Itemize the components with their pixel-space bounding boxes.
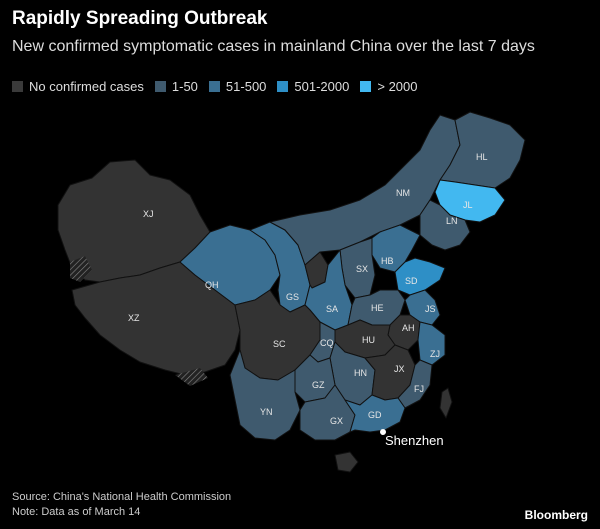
label-sx: SX xyxy=(356,264,368,274)
label-sa: SA xyxy=(326,304,338,314)
label-gs: GS xyxy=(286,292,299,302)
legend-item-over-2000: > 2000 xyxy=(360,79,417,94)
footer: Source: China's National Health Commissi… xyxy=(12,490,231,520)
label-jx: JX xyxy=(394,364,405,374)
data-note: Note: Data as of March 14 xyxy=(12,506,141,518)
label-he: HE xyxy=(371,303,384,313)
disputed-area-south xyxy=(175,368,208,386)
legend-label: 1-50 xyxy=(171,79,198,94)
legend-label: 51-500 xyxy=(225,79,267,94)
province-hl xyxy=(439,111,526,189)
legend-swatch xyxy=(360,81,372,92)
label-jl: JL xyxy=(463,200,473,210)
source-note: Source: China's National Health Commissi… xyxy=(12,491,232,503)
province-yn xyxy=(229,349,301,441)
label-gd: GD xyxy=(368,410,382,420)
province-gd xyxy=(344,394,406,433)
legend-item-51-500: 51-500 xyxy=(208,79,267,94)
legend-swatch xyxy=(208,81,220,92)
label-sd: SD xyxy=(405,276,418,286)
bloomberg-logo: Bloomberg xyxy=(524,508,588,522)
legend-label: 501-2000 xyxy=(294,79,350,94)
label-xz: XZ xyxy=(128,313,140,323)
label-xj: XJ xyxy=(143,209,154,219)
province-sd xyxy=(394,257,446,296)
legend-swatch xyxy=(154,81,166,92)
label-fj: FJ xyxy=(414,384,424,394)
legend-swatch xyxy=(277,81,289,92)
label-gz: GZ xyxy=(312,380,325,390)
label-js: JS xyxy=(425,304,436,314)
disputed-area-west xyxy=(70,256,92,282)
legend-label: > 2000 xyxy=(377,79,418,94)
label-ln: LN xyxy=(446,216,458,226)
label-cq: CQ xyxy=(320,338,334,348)
chart-title: Rapidly Spreading Outbreak xyxy=(12,8,268,29)
label-sc: SC xyxy=(273,339,286,349)
province-jl xyxy=(434,179,506,223)
province-xz xyxy=(71,261,241,376)
legend-item-501-2000: 501-2000 xyxy=(277,79,349,94)
province-hb xyxy=(371,224,421,273)
label-hu: HU xyxy=(362,335,375,345)
province-hainan xyxy=(334,451,359,473)
chart-subtitle: New confirmed symptomatic cases in mainl… xyxy=(12,38,535,55)
label-yn: YN xyxy=(260,407,273,417)
label-hl: HL xyxy=(476,152,488,162)
label-gx: GX xyxy=(330,416,343,426)
label-nm: NM xyxy=(396,188,410,198)
province-ln xyxy=(419,199,471,251)
legend-item-none: No confirmed cases xyxy=(12,79,144,94)
label-ah: AH xyxy=(402,323,415,333)
shenzhen-label: Shenzhen xyxy=(385,433,444,448)
label-qh: QH xyxy=(205,280,219,290)
label-hb: HB xyxy=(381,256,394,266)
province-taiwan xyxy=(439,387,453,419)
legend-swatch xyxy=(12,81,23,92)
legend: No confirmed cases 1-50 51-500 501-2000 … xyxy=(12,79,428,94)
legend-item-1-50: 1-50 xyxy=(154,79,198,94)
shenzhen-marker xyxy=(380,429,386,435)
label-hn: HN xyxy=(354,368,367,378)
legend-label: No confirmed cases xyxy=(29,79,144,94)
label-zj: ZJ xyxy=(430,349,440,359)
